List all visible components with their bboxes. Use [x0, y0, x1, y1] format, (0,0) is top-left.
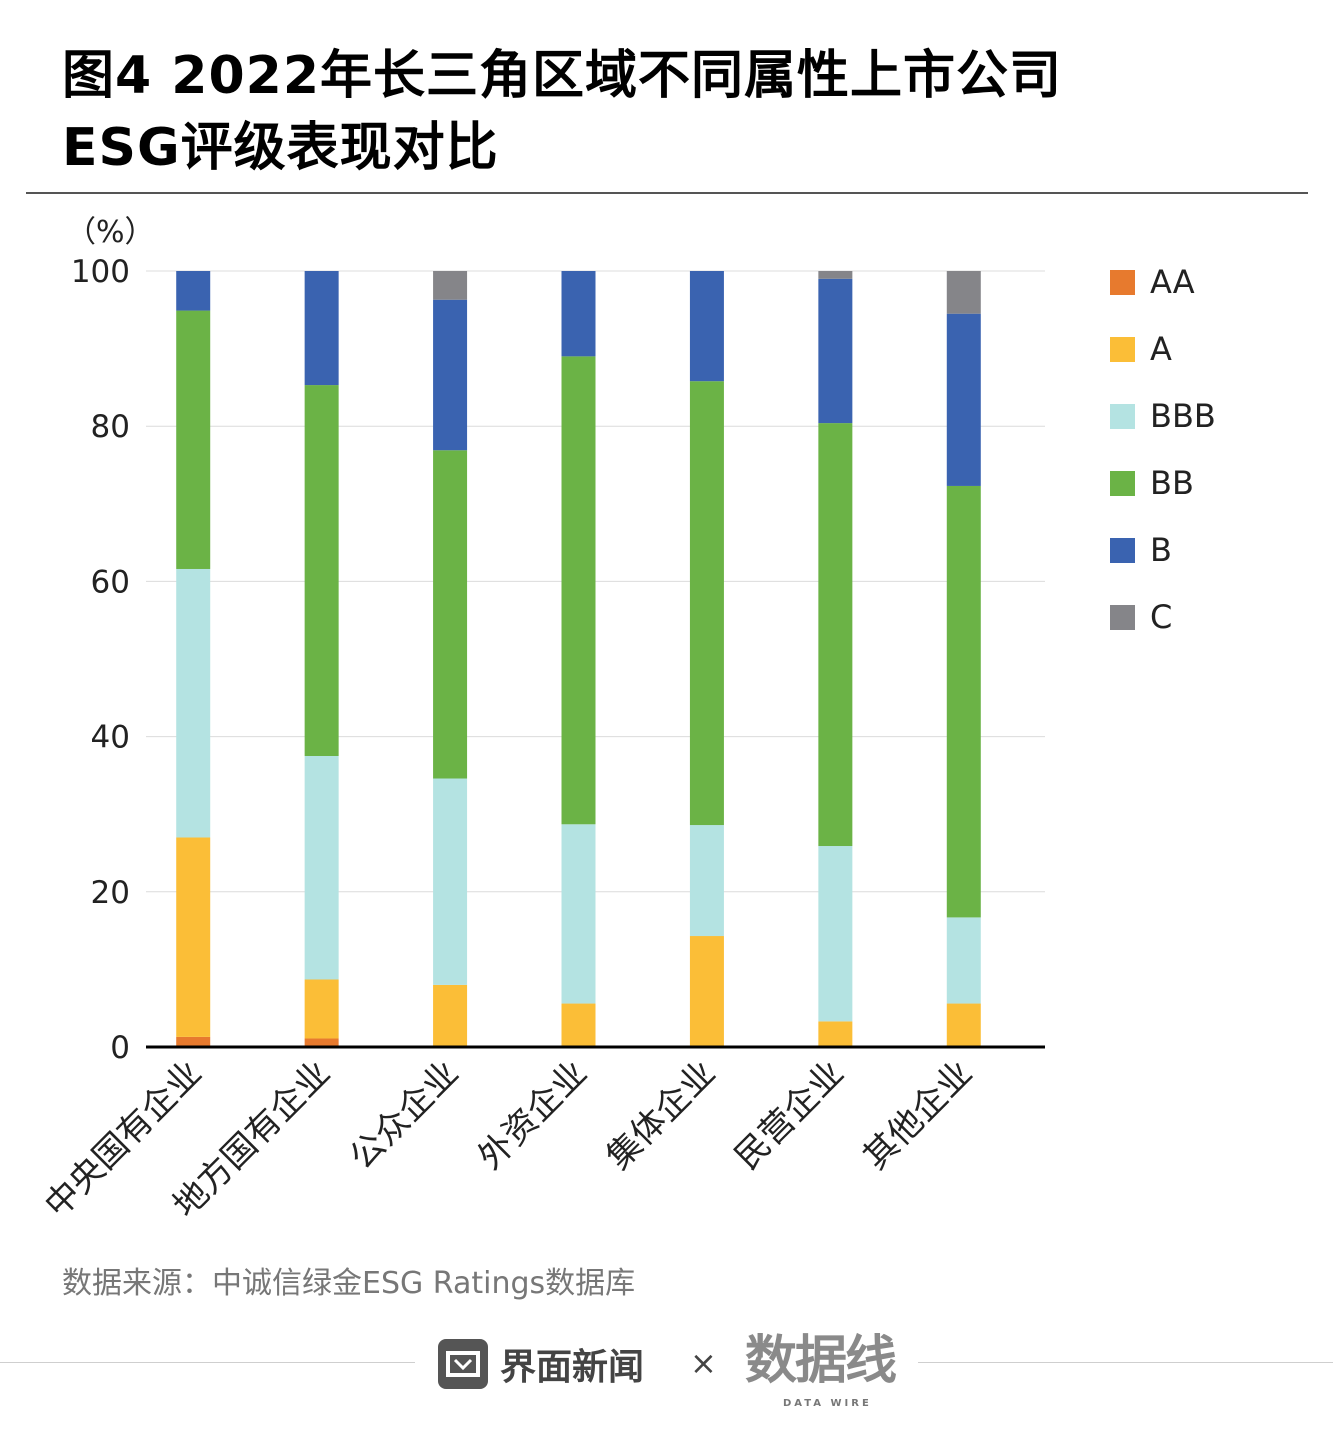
- y-tick-label: 20: [91, 875, 130, 911]
- chart-title: 图4 2022年长三角区域不同属性上市公司 ESG评级表现对比: [62, 40, 1062, 184]
- x-tick-label: 集体企业: [599, 1053, 723, 1177]
- y-tick-label: 60: [91, 564, 130, 600]
- bar-segment-bbb: [946, 917, 981, 1004]
- bar-segment-c: [946, 271, 981, 314]
- legend-label: C: [1150, 598, 1173, 636]
- bar-segment-a: [689, 936, 724, 1047]
- bar-segment-b: [689, 271, 724, 382]
- y-tick-label: 0: [110, 1030, 130, 1066]
- bar-segment-c: [433, 271, 468, 300]
- brand-separator: ×: [690, 1344, 717, 1382]
- bar-segment-a: [561, 1003, 596, 1047]
- brand-data-wire: 数据线 DATA WIRE: [745, 1318, 897, 1413]
- source-note: 数据来源：中诚信绿金ESG Ratings数据库: [62, 1266, 636, 1301]
- x-tick-label: 其他企业: [856, 1053, 980, 1177]
- y-tick-label: 100: [71, 254, 130, 290]
- legend-label: BB: [1150, 464, 1194, 502]
- brand-jiemian-name: 界面新闻: [500, 1347, 645, 1388]
- bar-segment-bb: [689, 381, 724, 826]
- legend-swatch: [1110, 404, 1135, 429]
- bar-segment-bb: [818, 423, 853, 847]
- y-axis-unit: （%）: [66, 215, 155, 250]
- y-tick-label: 80: [91, 409, 130, 445]
- x-tick-label: 外资企业: [470, 1053, 594, 1177]
- bar-segment-b: [818, 278, 853, 424]
- title-divider: [26, 192, 1308, 194]
- bar-segment-a: [176, 837, 211, 1037]
- bar-segment-aa: [176, 1036, 211, 1047]
- x-tick-label: 公众企业: [342, 1053, 466, 1177]
- chart-title-line2: ESG评级表现对比: [62, 118, 499, 178]
- brand-data-wire-sub: DATA WIRE: [783, 1398, 872, 1409]
- bar-segment-a: [433, 984, 468, 1047]
- bar-segment-aa: [304, 1038, 339, 1047]
- x-tick-label: 民营企业: [727, 1053, 851, 1177]
- legend-label: BBB: [1150, 397, 1216, 435]
- footer-divider-right: [918, 1362, 1333, 1363]
- y-tick-label: 40: [91, 720, 130, 756]
- bar-segment-bb: [946, 485, 981, 918]
- bar-segment-b: [433, 299, 468, 451]
- brand-jiemian: 界面新闻: [438, 1338, 644, 1390]
- legend-label: A: [1150, 330, 1172, 368]
- bar-segment-b: [304, 271, 339, 386]
- bar-segment-bbb: [176, 568, 211, 838]
- legend-swatch: [1110, 538, 1135, 563]
- bar-segment-bb: [304, 385, 339, 756]
- legend-swatch: [1110, 605, 1135, 630]
- bar-segment-b: [176, 271, 211, 311]
- chart-title-line1: 图4 2022年长三角区域不同属性上市公司: [62, 46, 1063, 106]
- bar-segment-bbb: [689, 825, 724, 937]
- legend-swatch: [1110, 270, 1135, 295]
- legend-label: B: [1150, 531, 1172, 569]
- bars: [176, 271, 981, 1047]
- legend-swatch: [1110, 471, 1135, 496]
- footer-divider-left: [0, 1362, 415, 1363]
- brand-data-wire-name: 数据线: [745, 1330, 897, 1391]
- bar-segment-bb: [561, 356, 596, 825]
- bar-segment-a: [946, 1003, 981, 1047]
- bar-segment-bbb: [433, 778, 468, 985]
- bar-segment-bb: [176, 310, 211, 569]
- legend-label: AA: [1150, 263, 1195, 301]
- bar-segment-b: [561, 271, 596, 357]
- y-axis-ticks: 0 20 40 60 80 100: [71, 254, 130, 1066]
- bar-segment-b: [946, 313, 981, 486]
- bar-segment-bb: [433, 450, 468, 779]
- bar-segment-a: [304, 979, 339, 1039]
- legend-swatch: [1110, 337, 1135, 362]
- bar-segment-bbb: [561, 824, 596, 1004]
- bar-segment-bbb: [304, 756, 339, 980]
- bar-segment-bbb: [818, 846, 853, 1022]
- bar-segment-a: [818, 1021, 853, 1047]
- bar-segment-c: [818, 271, 853, 279]
- jiemian-logo-icon: [438, 1339, 488, 1389]
